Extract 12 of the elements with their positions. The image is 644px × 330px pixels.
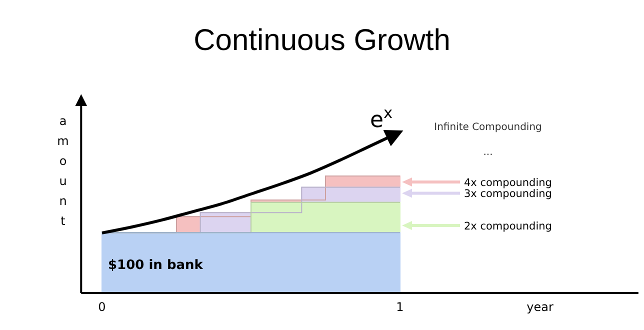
chart-title: Continuous Growth: [194, 24, 450, 57]
annotation: Infinite Compounding: [434, 122, 542, 133]
x-tick-label: 0: [98, 300, 106, 314]
series-label: e$^{x}$: [370, 104, 393, 133]
legend-label: 3x compounding: [464, 188, 552, 200]
y-axis-title: amount: [57, 114, 69, 228]
x-axis-title: year: [526, 300, 554, 314]
legend-label: 2x compounding: [464, 220, 552, 232]
series-label: $100 in bank: [108, 258, 204, 273]
x-tick-label: 1: [396, 300, 404, 314]
annotation: ...: [483, 147, 493, 158]
legend-label: 4x compounding: [464, 176, 552, 189]
